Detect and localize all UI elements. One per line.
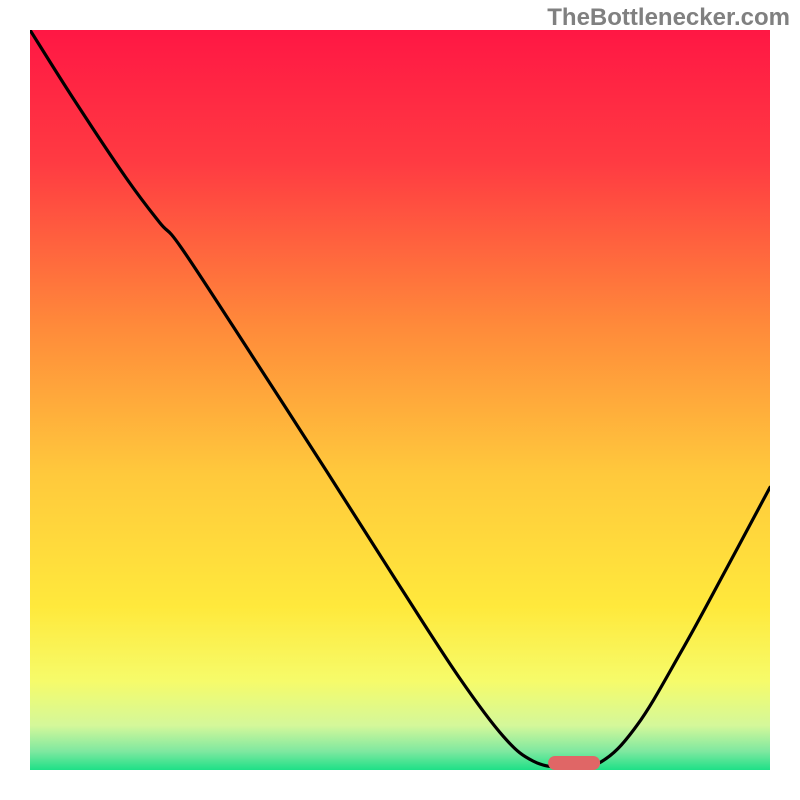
plot-area (30, 30, 770, 770)
watermark-text: TheBottlenecker.com (547, 4, 790, 32)
curve-line (30, 30, 770, 770)
optimal-marker (548, 756, 600, 770)
